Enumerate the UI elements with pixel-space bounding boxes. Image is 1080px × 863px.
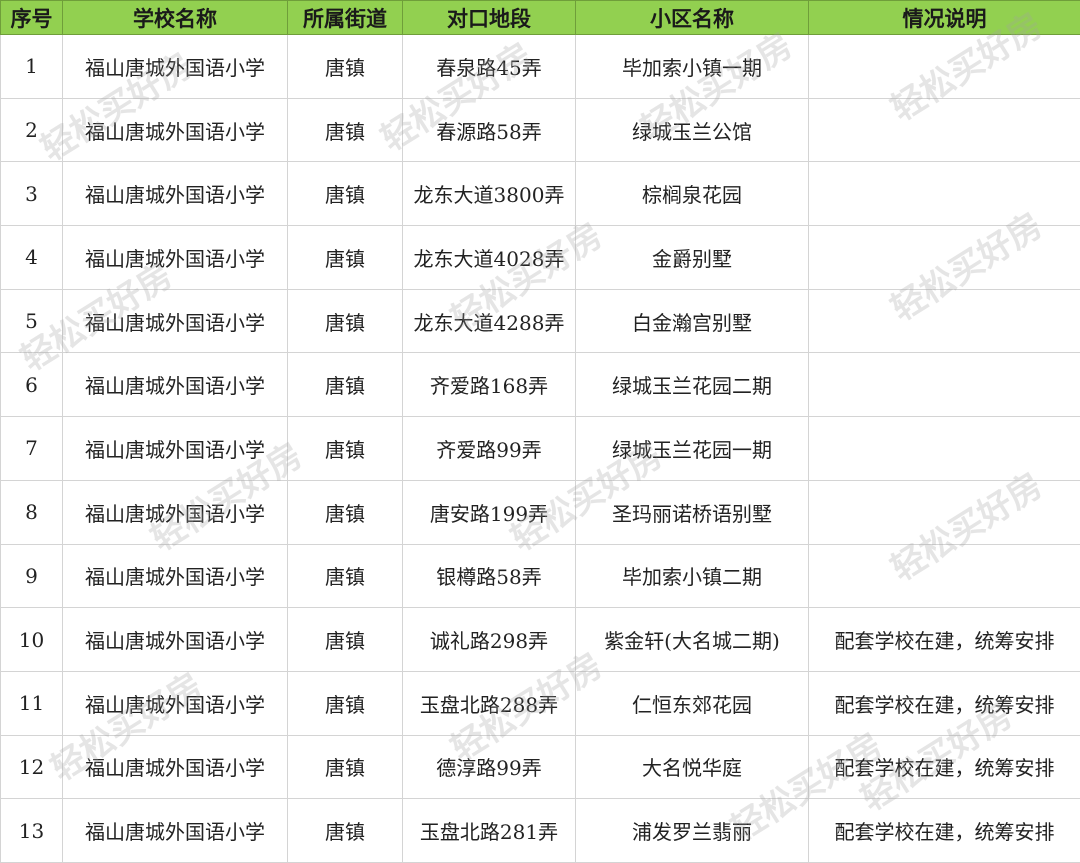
cell-section: 德淳路99弄	[403, 735, 576, 799]
cell-community: 毕加索小镇一期	[576, 35, 809, 99]
cell-school: 福山唐城外国语小学	[63, 35, 288, 99]
cell-section: 龙东大道3800弄	[403, 162, 576, 226]
cell-section: 齐爱路99弄	[403, 417, 576, 481]
cell-community: 绿城玉兰公馆	[576, 98, 809, 162]
cell-note	[809, 544, 1080, 608]
cell-section: 龙东大道4288弄	[403, 289, 576, 353]
cell-note: 配套学校在建，统筹安排	[809, 799, 1080, 863]
header-col-street: 所属街道	[288, 1, 403, 35]
cell-community: 毕加索小镇二期	[576, 544, 809, 608]
cell-street: 唐镇	[288, 799, 403, 863]
cell-community: 棕榈泉花园	[576, 162, 809, 226]
cell-note	[809, 417, 1080, 481]
cell-street: 唐镇	[288, 35, 403, 99]
cell-street: 唐镇	[288, 162, 403, 226]
cell-index: 12	[1, 735, 63, 799]
header-col-school: 学校名称	[63, 1, 288, 35]
header-col-section: 对口地段	[403, 1, 576, 35]
cell-index: 1	[1, 35, 63, 99]
cell-section: 唐安路199弄	[403, 480, 576, 544]
cell-section: 春源路58弄	[403, 98, 576, 162]
cell-index: 3	[1, 162, 63, 226]
cell-school: 福山唐城外国语小学	[63, 608, 288, 672]
cell-school: 福山唐城外国语小学	[63, 417, 288, 481]
cell-index: 8	[1, 480, 63, 544]
cell-school: 福山唐城外国语小学	[63, 799, 288, 863]
cell-index: 13	[1, 799, 63, 863]
cell-school: 福山唐城外国语小学	[63, 162, 288, 226]
cell-school: 福山唐城外国语小学	[63, 735, 288, 799]
cell-street: 唐镇	[288, 480, 403, 544]
cell-street: 唐镇	[288, 608, 403, 672]
cell-community: 大名悦华庭	[576, 735, 809, 799]
header-col-note: 情况说明	[809, 1, 1080, 35]
cell-school: 福山唐城外国语小学	[63, 353, 288, 417]
cell-note: 配套学校在建，统筹安排	[809, 608, 1080, 672]
cell-street: 唐镇	[288, 417, 403, 481]
cell-community: 紫金轩(大名城二期)	[576, 608, 809, 672]
cell-school: 福山唐城外国语小学	[63, 480, 288, 544]
cell-section: 春泉路45弄	[403, 35, 576, 99]
cell-school: 福山唐城外国语小学	[63, 544, 288, 608]
cell-community: 圣玛丽诺桥语别墅	[576, 480, 809, 544]
cell-section: 诚礼路298弄	[403, 608, 576, 672]
cell-school: 福山唐城外国语小学	[63, 226, 288, 290]
cell-section: 玉盘北路288弄	[403, 671, 576, 735]
cell-index: 2	[1, 98, 63, 162]
cell-note	[809, 289, 1080, 353]
cell-street: 唐镇	[288, 671, 403, 735]
cell-note	[809, 162, 1080, 226]
cell-street: 唐镇	[288, 289, 403, 353]
cell-school: 福山唐城外国语小学	[63, 98, 288, 162]
cell-section: 龙东大道4028弄	[403, 226, 576, 290]
cell-note	[809, 98, 1080, 162]
cell-community: 绿城玉兰花园一期	[576, 417, 809, 481]
cell-community: 绿城玉兰花园二期	[576, 353, 809, 417]
cell-school: 福山唐城外国语小学	[63, 671, 288, 735]
cell-note	[809, 226, 1080, 290]
cell-community: 浦发罗兰翡丽	[576, 799, 809, 863]
cell-index: 10	[1, 608, 63, 672]
cell-index: 5	[1, 289, 63, 353]
cell-note	[809, 480, 1080, 544]
cell-street: 唐镇	[288, 98, 403, 162]
cell-community: 仁恒东郊花园	[576, 671, 809, 735]
cell-section: 齐爱路168弄	[403, 353, 576, 417]
cell-note	[809, 35, 1080, 99]
cell-school: 福山唐城外国语小学	[63, 289, 288, 353]
cell-index: 6	[1, 353, 63, 417]
header-row: 序号学校名称所属街道对口地段小区名称情况说明	[1, 1, 1080, 35]
cell-note	[809, 353, 1080, 417]
cell-index: 9	[1, 544, 63, 608]
cell-section: 银樽路58弄	[403, 544, 576, 608]
cell-note: 配套学校在建，统筹安排	[809, 671, 1080, 735]
header-col-index: 序号	[1, 1, 63, 35]
cell-street: 唐镇	[288, 353, 403, 417]
cell-index: 7	[1, 417, 63, 481]
cell-community: 白金瀚宫别墅	[576, 289, 809, 353]
cell-index: 4	[1, 226, 63, 290]
cell-note: 配套学校在建，统筹安排	[809, 735, 1080, 799]
cell-street: 唐镇	[288, 544, 403, 608]
header-col-community: 小区名称	[576, 1, 809, 35]
cell-index: 11	[1, 671, 63, 735]
cell-section: 玉盘北路281弄	[403, 799, 576, 863]
cell-community: 金爵别墅	[576, 226, 809, 290]
cell-street: 唐镇	[288, 226, 403, 290]
cell-street: 唐镇	[288, 735, 403, 799]
